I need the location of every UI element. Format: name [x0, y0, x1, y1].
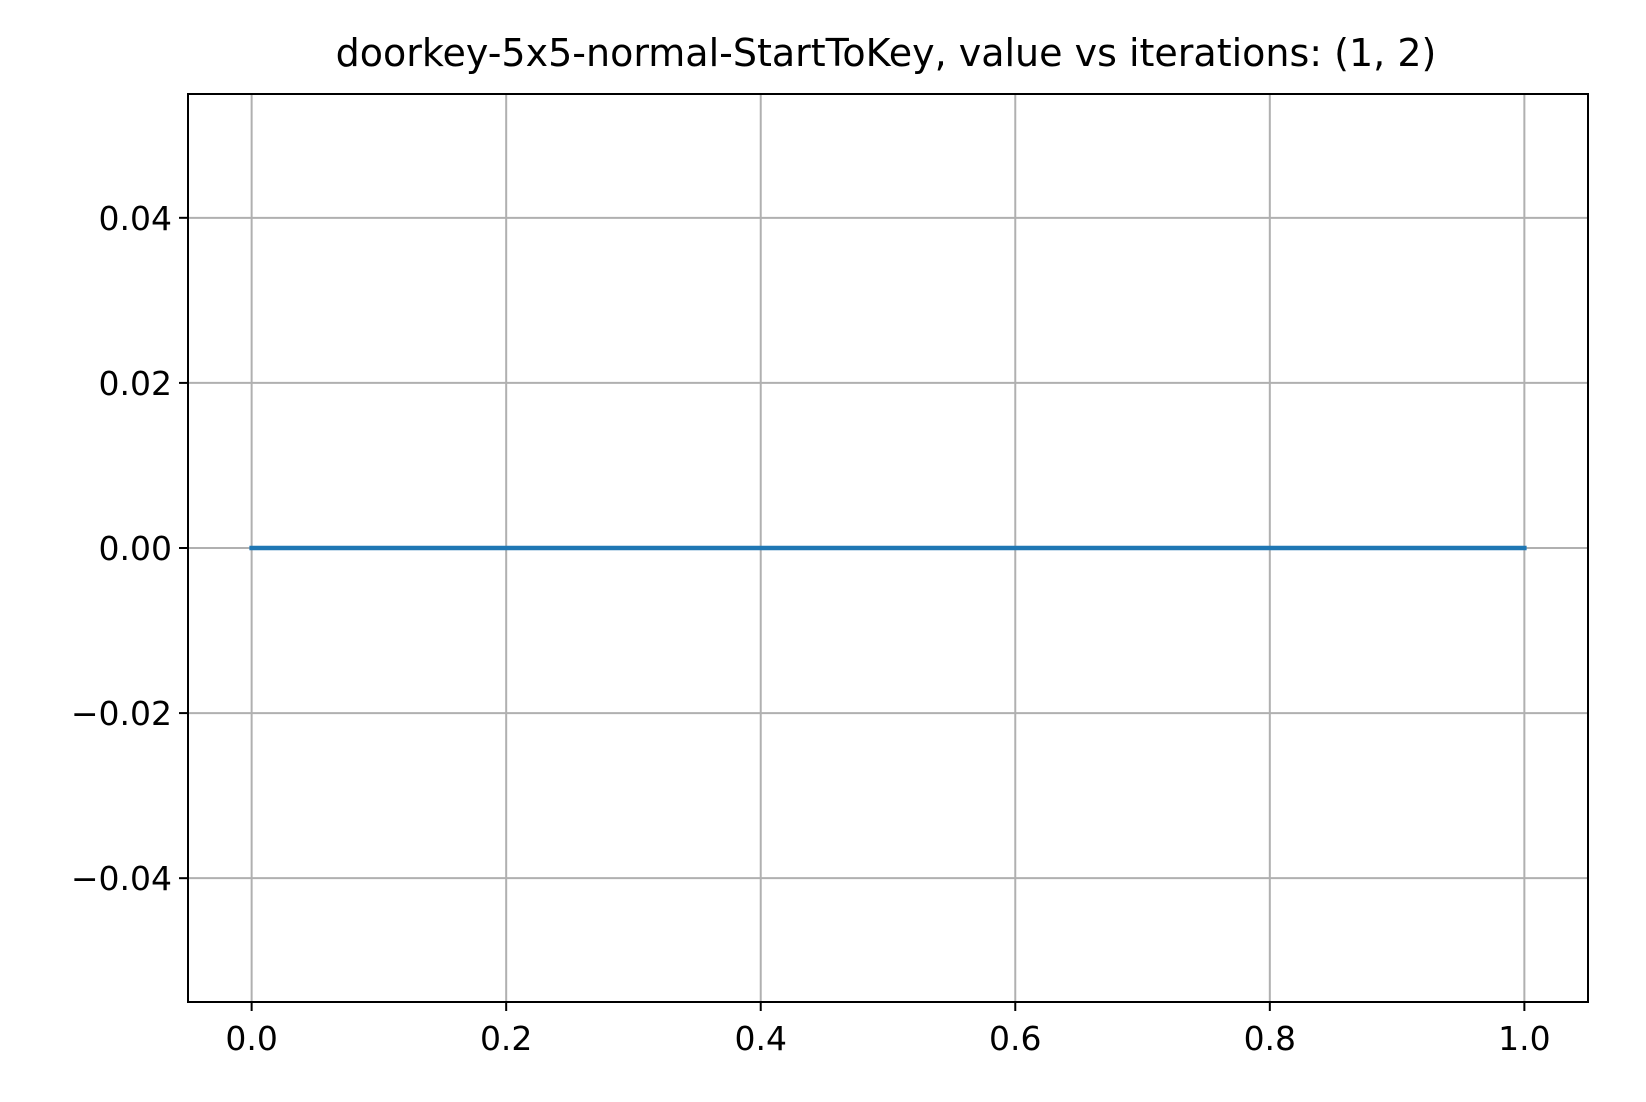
- x-tick-label: 0.0: [225, 1019, 277, 1058]
- y-axis: −0.04 −0.02 0.00 0.02 0.04: [71, 199, 188, 898]
- x-axis: 0.0 0.2 0.4 0.6 0.8 1.0: [225, 1002, 1551, 1058]
- chart-title: doorkey-5x5-normal-StartToKey, value vs …: [336, 31, 1437, 75]
- y-tick-label: −0.04: [71, 859, 172, 898]
- x-tick-label: 1.0: [1498, 1019, 1550, 1058]
- y-tick-label: 0.00: [99, 529, 172, 568]
- y-tick-label: 0.02: [99, 364, 172, 403]
- x-tick-label: 0.4: [734, 1019, 786, 1058]
- x-tick-label: 0.6: [989, 1019, 1041, 1058]
- y-tick-label: 0.04: [99, 199, 172, 238]
- y-tick-label: −0.02: [71, 694, 172, 733]
- x-tick-label: 0.8: [1244, 1019, 1296, 1058]
- x-tick-label: 0.2: [480, 1019, 532, 1058]
